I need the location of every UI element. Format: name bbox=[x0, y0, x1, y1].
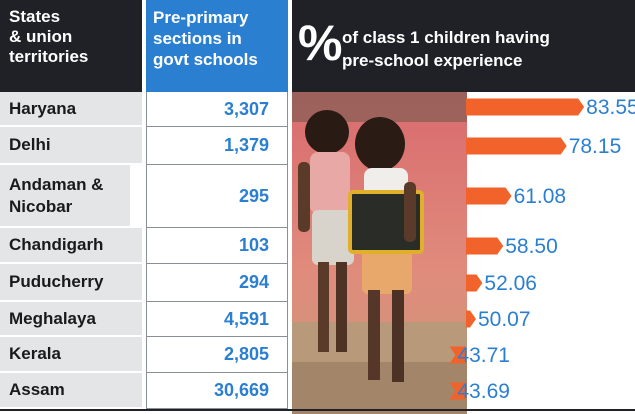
sections-cell: 295 bbox=[146, 165, 288, 228]
value-label: 52.06 bbox=[484, 272, 537, 295]
children-photo-illustration bbox=[292, 92, 467, 414]
value-label: 61.08 bbox=[514, 185, 567, 208]
table-row-haryana: Haryana 3,307 bbox=[0, 92, 292, 127]
table-row-delhi: Delhi 1,379 bbox=[0, 127, 292, 165]
table-row-kerala: Kerala 2,805 bbox=[0, 337, 292, 373]
state-cell: Kerala bbox=[0, 337, 142, 373]
table-row-chandigarh: Chandigarh 103 bbox=[0, 228, 292, 264]
header-preprimary-line2: sections in bbox=[153, 29, 242, 48]
table-row-assam: Assam 30,669 bbox=[0, 373, 292, 409]
header-percent: % of class 1 children having pre-school … bbox=[292, 0, 635, 92]
state-cell: Puducherry bbox=[0, 264, 142, 302]
state-cell: Chandigarh bbox=[0, 228, 142, 264]
table-row-andaman-nicobar: Andaman & Nicobar 295 bbox=[0, 165, 292, 228]
table-row-puducherry: Puducherry 294 bbox=[0, 264, 292, 302]
header-percent-line2: pre-school experience bbox=[342, 51, 523, 70]
header-percent-line1: of class 1 children having bbox=[342, 28, 550, 47]
children-photo bbox=[292, 92, 467, 414]
header-preprimary: Pre-primary sections in govt schools bbox=[146, 0, 288, 92]
bar-andaman-nicobar bbox=[466, 187, 512, 205]
value-label: 58.50 bbox=[505, 235, 558, 258]
state-cell: Assam bbox=[0, 373, 142, 409]
sections-cell: 103 bbox=[146, 228, 288, 264]
bar-meghalaya bbox=[466, 310, 476, 328]
sections-cell: 1,379 bbox=[146, 127, 288, 165]
value-label: 50.07 bbox=[478, 308, 531, 331]
sections-cell: 3,307 bbox=[146, 92, 288, 127]
header-preprimary-line1: Pre-primary bbox=[153, 8, 249, 27]
bar-delhi bbox=[466, 137, 567, 155]
sections-cell: 294 bbox=[146, 264, 288, 302]
state-cell: Delhi bbox=[0, 127, 142, 165]
table-row-meghalaya: Meghalaya 4,591 bbox=[0, 302, 292, 337]
bar-puducherry bbox=[466, 274, 483, 292]
value-label: 83.55 bbox=[586, 96, 635, 119]
sections-cell: 4,591 bbox=[146, 302, 288, 337]
state-cell: Meghalaya bbox=[0, 302, 142, 337]
value-label: 78.15 bbox=[569, 135, 622, 158]
header-preprimary-line3: govt schools bbox=[153, 50, 258, 69]
percent-symbol: % bbox=[298, 15, 343, 71]
state-cell: Andaman & Nicobar bbox=[0, 165, 130, 228]
bottom-rule bbox=[0, 409, 635, 411]
header-states: States & union territories bbox=[0, 0, 142, 92]
bar-chandigarh bbox=[466, 237, 504, 255]
header-states-line2: & union bbox=[9, 27, 73, 46]
sections-cell: 30,669 bbox=[146, 373, 288, 409]
bar-haryana bbox=[466, 98, 585, 116]
state-cell: Haryana bbox=[0, 92, 142, 127]
header-states-line3: territories bbox=[9, 47, 89, 66]
sections-cell: 2,805 bbox=[146, 337, 288, 373]
header-states-line1: States bbox=[9, 7, 61, 26]
